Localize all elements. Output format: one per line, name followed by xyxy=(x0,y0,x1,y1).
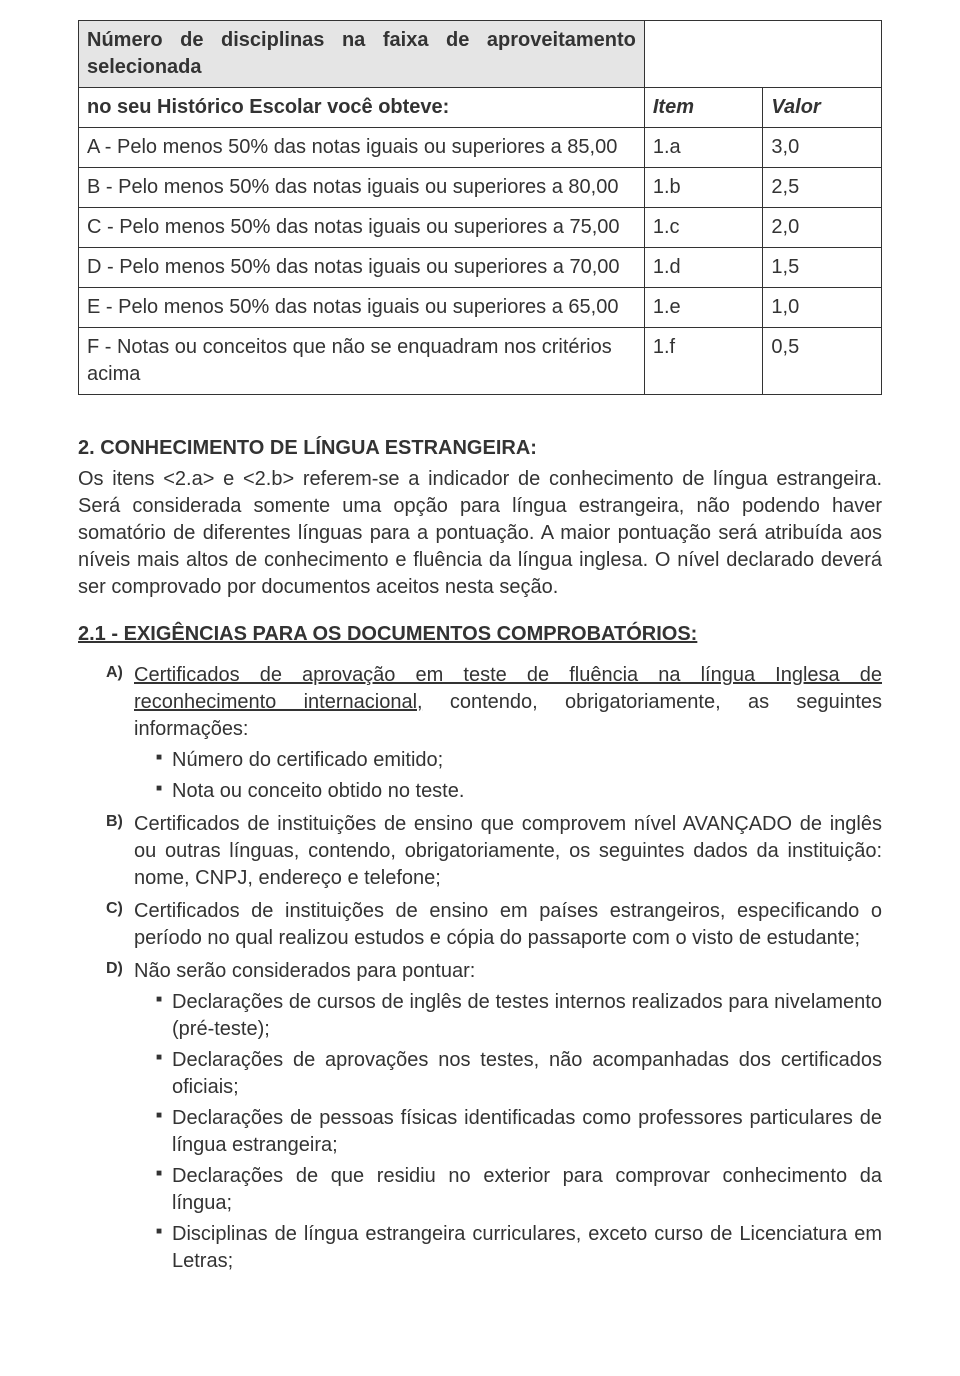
bullet-item: Número do certificado emitido; xyxy=(156,747,882,774)
section2-1-title: 2.1 - EXIGÊNCIAS PARA OS DOCUMENTOS COMP… xyxy=(78,621,882,648)
list-item-A: A) Certificados de aprovação em teste de… xyxy=(106,662,882,805)
subheader-desc: no seu Histórico Escolar você obteve: xyxy=(79,88,645,128)
letter-B: B) xyxy=(106,811,123,833)
document-page: Número de disciplinas na faixa de aprove… xyxy=(0,0,960,1376)
table-row: F - Notas ou conceitos que não se enquad… xyxy=(79,328,882,395)
row-item: 1.b xyxy=(644,168,763,208)
subheader-valor: Valor xyxy=(763,88,882,128)
score-table: Número de disciplinas na faixa de aprove… xyxy=(78,20,882,395)
bullet-item: Disciplinas de língua estrangeira curric… xyxy=(156,1221,882,1275)
bullet-item: Declarações de que residiu no exterior p… xyxy=(156,1163,882,1217)
table-row: A - Pelo menos 50% das notas iguais ou s… xyxy=(79,128,882,168)
row-item: 1.c xyxy=(644,208,763,248)
table-subheader-row: no seu Histórico Escolar você obteve: It… xyxy=(79,88,882,128)
row-valor: 1,0 xyxy=(763,288,882,328)
row-item: 1.d xyxy=(644,248,763,288)
row-desc: C - Pelo menos 50% das notas iguais ou s… xyxy=(79,208,645,248)
row-desc: E - Pelo menos 50% das notas iguais ou s… xyxy=(79,288,645,328)
row-desc: A - Pelo menos 50% das notas iguais ou s… xyxy=(79,128,645,168)
item-D-bullets: Declarações de cursos de inglês de teste… xyxy=(134,989,882,1275)
item-B-text: Certificados de instituições de ensino q… xyxy=(134,813,882,889)
bullet-item: Declarações de aprovações nos testes, nã… xyxy=(156,1047,882,1101)
row-valor: 0,5 xyxy=(763,328,882,395)
table-header-row: Número de disciplinas na faixa de aprove… xyxy=(79,21,882,88)
section2-title: 2. CONHECIMENTO DE LÍNGUA ESTRANGEIRA: xyxy=(78,435,882,462)
table-row: C - Pelo menos 50% das notas iguais ou s… xyxy=(79,208,882,248)
row-valor: 2,0 xyxy=(763,208,882,248)
table-row: B - Pelo menos 50% das notas iguais ou s… xyxy=(79,168,882,208)
item-D-text: Não serão considerados para pontuar: xyxy=(134,960,475,982)
list-item-D: D) Não serão considerados para pontuar: … xyxy=(106,958,882,1275)
row-item: 1.a xyxy=(644,128,763,168)
item-A-bullets: Número do certificado emitido; Nota ou c… xyxy=(134,747,882,805)
bullet-item: Nota ou conceito obtido no teste. xyxy=(156,778,882,805)
item-A-text: Certificados de aprovação em teste de fl… xyxy=(134,664,882,740)
row-item: 1.e xyxy=(644,288,763,328)
section2-paragraph: Os itens <2.a> e <2.b> referem-se a indi… xyxy=(78,466,882,601)
letter-A: A) xyxy=(106,662,123,684)
row-desc: B - Pelo menos 50% das notas iguais ou s… xyxy=(79,168,645,208)
table-row: E - Pelo menos 50% das notas iguais ou s… xyxy=(79,288,882,328)
letter-C: C) xyxy=(106,898,123,920)
table-row: D - Pelo menos 50% das notas iguais ou s… xyxy=(79,248,882,288)
table-header-right-blank xyxy=(644,21,881,88)
letter-D: D) xyxy=(106,958,123,980)
list-item-B: B) Certificados de instituições de ensin… xyxy=(106,811,882,892)
table-header-left: Número de disciplinas na faixa de aprove… xyxy=(79,21,645,88)
bullet-item: Declarações de pessoas físicas identific… xyxy=(156,1105,882,1159)
item-C-text: Certificados de instituições de ensino e… xyxy=(134,900,882,949)
row-valor: 2,5 xyxy=(763,168,882,208)
subheader-item: Item xyxy=(644,88,763,128)
row-desc: D - Pelo menos 50% das notas iguais ou s… xyxy=(79,248,645,288)
row-desc: F - Notas ou conceitos que não se enquad… xyxy=(79,328,645,395)
row-item: 1.f xyxy=(644,328,763,395)
row-valor: 1,5 xyxy=(763,248,882,288)
list-item-C: C) Certificados de instituições de ensin… xyxy=(106,898,882,952)
lettered-list: A) Certificados de aprovação em teste de… xyxy=(78,662,882,1275)
row-valor: 3,0 xyxy=(763,128,882,168)
bullet-item: Declarações de cursos de inglês de teste… xyxy=(156,989,882,1043)
